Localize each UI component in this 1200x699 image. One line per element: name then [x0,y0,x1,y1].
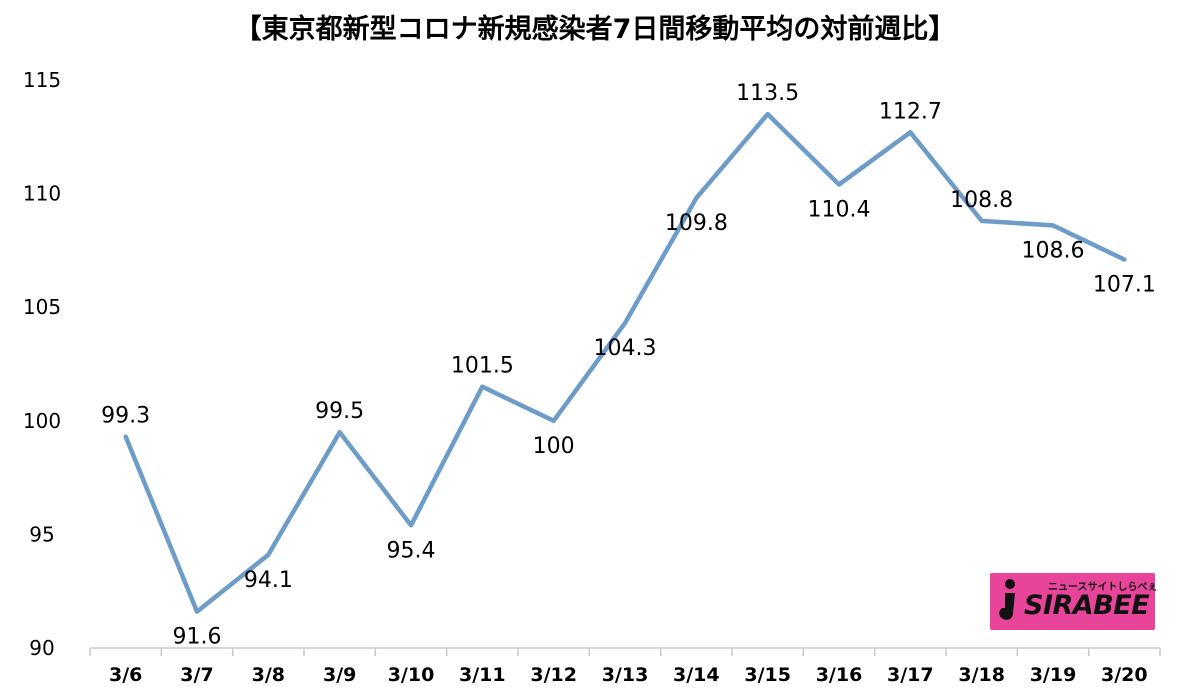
data-label: 113.5 [736,81,799,106]
data-label: 107.1 [1093,272,1156,297]
x-tick-label: 3/17 [887,664,934,686]
x-tick-label: 3/11 [459,664,506,686]
x-tick-label: 3/20 [1101,664,1148,686]
sirabee-logo: ニュースサイトしらべぇ SIRABEE [990,573,1158,630]
x-tick-label: 3/10 [388,664,435,686]
x-tick-label: 3/6 [109,664,142,686]
y-axis: 90 95 100 105 110 115 [23,68,61,660]
x-tick-label: 3/14 [673,664,720,686]
data-label: 109.8 [665,211,728,236]
x-tick-label: 3/18 [958,664,1005,686]
x-tick-label: 3/16 [816,664,863,686]
x-tick-label: 3/12 [530,664,577,686]
x-tick-label: 3/15 [744,664,791,686]
y-tick-label: 95 [29,522,54,546]
series-line-group [123,111,1127,614]
x-axis: 3/6 3/7 3/8 3/9 3/10 3/11 3/12 3/13 3/14 3/15 3/16… [89,647,1161,686]
data-label: 95.4 [387,538,436,563]
data-label: 100 [533,434,575,459]
x-tick-label: 3/7 [180,664,213,686]
y-tick-label: 105 [23,295,61,319]
data-label: 99.5 [315,399,364,424]
x-tick-label: 3/13 [602,664,649,686]
data-label: 99.3 [101,404,150,429]
data-labels: 99.3 91.6 94.1 99.5 95.4 101.5 100 104.3 109.8 11… [101,81,1156,650]
x-tick-label: 3/9 [323,664,356,686]
logo-i-icon [999,579,1015,620]
data-label: 101.5 [451,354,514,379]
y-tick-label: 90 [29,636,54,660]
y-tick-label: 100 [23,409,61,433]
chart-title: 【東京都新型コロナ新規感染者7日間移動平均の対前週比】 [235,13,956,45]
series-line [123,111,1127,614]
data-label: 112.7 [879,99,942,124]
data-label: 91.6 [173,625,222,650]
data-label: 104.3 [594,336,657,361]
data-label: 110.4 [808,198,871,223]
logo-tagline: ニュースサイトしらべぇ [1048,582,1158,593]
y-tick-label: 110 [23,182,61,206]
y-tick-label: 115 [23,68,61,92]
x-tick-label: 3/8 [252,664,285,686]
x-tick-label: 3/19 [1030,664,1077,686]
data-label: 108.6 [1022,238,1085,263]
logo-wordmark: SIRABEE [1024,590,1150,621]
data-label: 108.8 [950,188,1013,213]
data-label: 94.1 [244,568,293,593]
